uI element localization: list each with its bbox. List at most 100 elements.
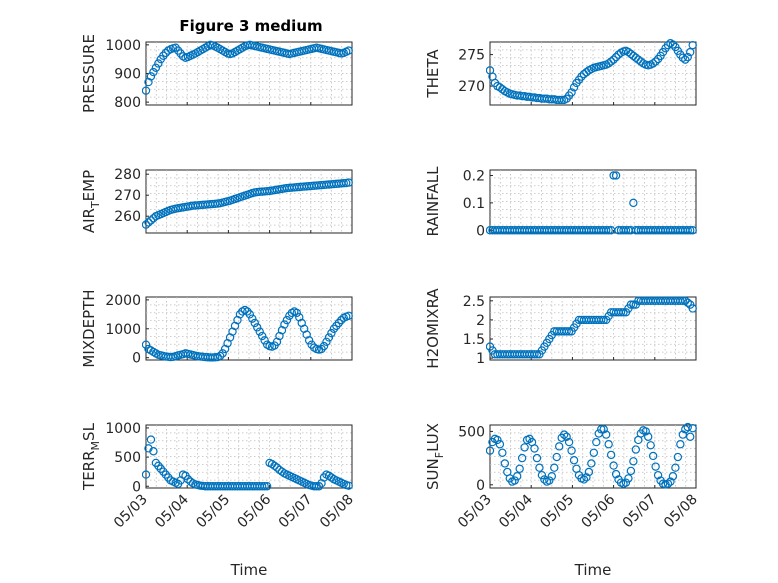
grid (490, 297, 696, 360)
data-point (344, 46, 353, 55)
data-point (683, 52, 692, 62)
data-point (183, 475, 193, 484)
x-tick-label: 05/08 (661, 492, 701, 532)
subplot-8: 0 500 05/03 05/04 05/05 05/06 05/07 05/08 SUNFLU… (424, 422, 701, 579)
y-axis-label: H2OMIXRA (424, 288, 442, 369)
data-point (562, 432, 571, 441)
data-point (151, 63, 161, 72)
data-point (498, 448, 507, 457)
data-point (309, 482, 319, 491)
x-tick-label: 05/03 (455, 492, 495, 532)
y-tick-label: 2 (476, 313, 485, 329)
y-tick-label: 280 (114, 167, 141, 183)
data-point (142, 220, 151, 229)
data-point (587, 459, 596, 468)
data-point (532, 453, 542, 463)
data-point (245, 310, 255, 319)
data-point (683, 226, 692, 235)
data-point (154, 59, 163, 68)
y-axis-label: AIRTEMP (80, 170, 102, 233)
data-point (653, 470, 663, 480)
data-point (270, 461, 279, 471)
data-point (557, 95, 566, 105)
data-point (176, 49, 185, 58)
data-point (344, 178, 353, 187)
y-tick-label: 270 (114, 188, 141, 204)
y-tick-label: 500 (458, 424, 485, 440)
series-markers (142, 435, 353, 491)
data-point (530, 444, 539, 453)
data-point (681, 55, 690, 64)
data-point (606, 450, 616, 460)
series-markers (142, 178, 353, 229)
data-point (601, 226, 611, 235)
data-point (547, 472, 557, 481)
x-tick-label: 05/08 (317, 492, 357, 532)
x-tick-label: 05/06 (579, 491, 619, 531)
data-point (253, 323, 262, 332)
data-point (666, 477, 675, 486)
data-point (567, 446, 576, 455)
data-point (676, 296, 685, 306)
data-point (611, 469, 621, 479)
data-point (683, 422, 692, 432)
figure-title: Figure 3 medium (179, 17, 322, 35)
y-axis-label: RAINFALL (424, 166, 442, 237)
y-axis-label-main: AIR (80, 208, 98, 233)
data-point (255, 327, 264, 336)
data-point (577, 72, 586, 81)
y-tick-label: 1000 (105, 421, 141, 437)
data-point (344, 481, 353, 490)
data-point (589, 448, 599, 457)
data-point (540, 475, 549, 484)
y-axis-label-tail: SL (80, 422, 98, 441)
data-point (562, 327, 571, 336)
data-point (626, 300, 636, 309)
x-tick-label: 05/07 (276, 492, 316, 532)
data-point (142, 340, 151, 349)
data-point (272, 463, 282, 472)
data-point (648, 451, 658, 461)
y-tick-label: 260 (114, 209, 141, 225)
series-markers (486, 296, 697, 359)
data-point (510, 476, 519, 485)
data-point (673, 452, 683, 462)
data-point (624, 474, 633, 483)
data-point (520, 443, 529, 452)
data-point (493, 435, 502, 445)
data-point (517, 453, 527, 463)
y-axis-label: TERRMSL (80, 422, 102, 491)
y-tick-label: 0 (476, 223, 485, 239)
x-axis-label: Time (574, 561, 612, 579)
y-axis-label-subscript: F (433, 452, 446, 458)
y-axis-label: SUNFLUX (424, 423, 446, 490)
subplot-7: 0 500 1000 05/03 05/04 05/05 05/06 05/07 05/08 TE… (80, 421, 357, 579)
data-point (688, 40, 697, 50)
y-tick-label: 900 (114, 67, 141, 83)
data-point (597, 315, 606, 325)
y-axis-label-main: THETA (424, 49, 442, 99)
data-point (604, 440, 613, 449)
data-point (621, 478, 631, 487)
data-point (173, 46, 183, 55)
data-point (678, 53, 688, 62)
data-point (537, 470, 547, 480)
x-tick-label: 05/05 (193, 492, 233, 532)
data-point (668, 472, 678, 481)
data-point (569, 83, 579, 92)
data-point (646, 441, 655, 450)
y-axis-label-tail: LUX (424, 423, 442, 452)
subplot-3: 260 270 280 AIRTEMP (80, 167, 353, 234)
data-point (495, 440, 505, 449)
data-point (686, 432, 695, 441)
data-point (552, 452, 561, 462)
data-point (611, 171, 621, 180)
data-point (688, 226, 697, 235)
y-axis-label-subscript: M (89, 441, 102, 451)
data-point (592, 437, 601, 447)
data-point (651, 57, 660, 66)
y-tick-label: 1000 (105, 38, 141, 54)
y-tick-label: 2000 (105, 293, 141, 309)
data-point (626, 466, 636, 476)
